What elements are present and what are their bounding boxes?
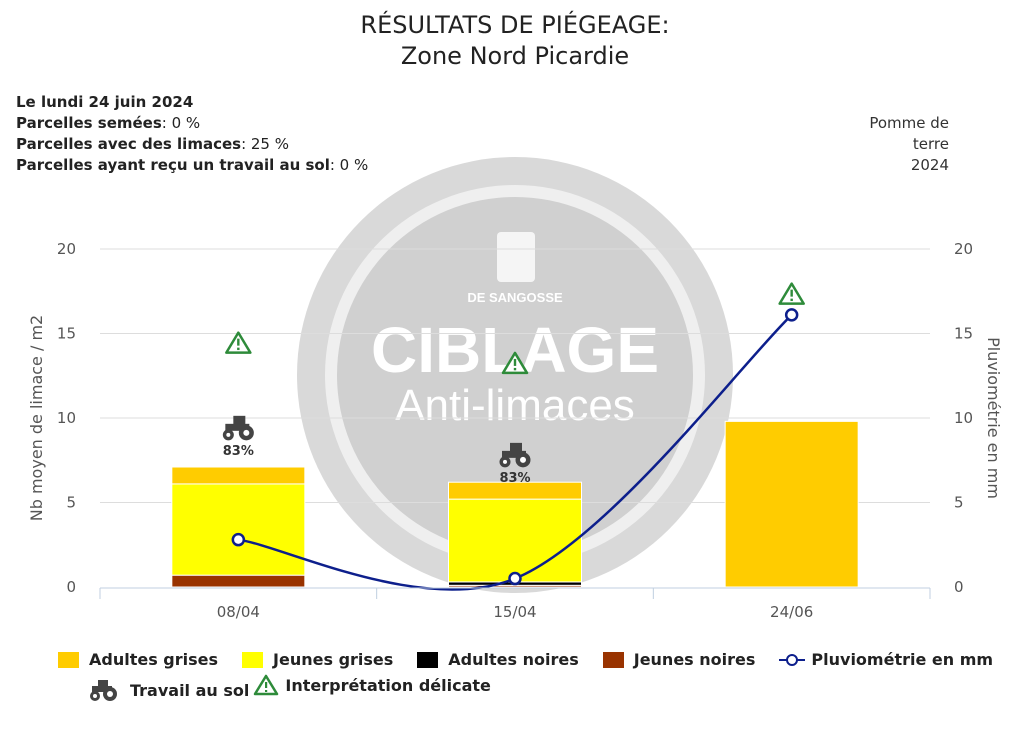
- y2-tick-label: 10: [954, 409, 973, 427]
- watermark-outer-disc: [297, 157, 733, 593]
- legend-row-2: Travail au sol Interprétation délicate: [88, 674, 515, 702]
- legend-swatch-jeunes-noires: [602, 651, 624, 668]
- crop-line1: Pomme de: [869, 114, 949, 132]
- bars: [171, 420, 859, 588]
- y-tick-label: 15: [57, 325, 76, 343]
- info-sown-label: Parcelles semées: [16, 114, 162, 132]
- legend-item-pluvio[interactable]: Pluviométrie en mm: [779, 650, 993, 669]
- legend-line-symbol: [779, 653, 806, 666]
- crop-line2: terre: [912, 135, 949, 153]
- chart-title-line2: Zone Nord Picardie: [400, 42, 630, 70]
- watermark-emblem: [497, 232, 535, 282]
- tractor-icon: [499, 442, 531, 468]
- y-tick-label: 0: [66, 578, 76, 596]
- warning-bar: [513, 358, 517, 366]
- bar-segment: [171, 574, 306, 588]
- pluvio-point: [231, 532, 246, 547]
- x-tick-label: 24/06: [770, 603, 813, 621]
- crop-block: Pomme de terre 2024: [869, 113, 949, 176]
- bar-segment: [448, 498, 582, 583]
- y-axis-label: Nb moyen de limace / m2: [27, 315, 46, 521]
- warning-bar: [237, 338, 240, 346]
- tractor-hub: [520, 456, 526, 463]
- tractor-body: [225, 423, 250, 431]
- watermark-brand: DE SANGOSSE: [467, 290, 563, 305]
- bar-segment: [724, 420, 859, 588]
- watermark-word2: Anti-limaces: [395, 381, 635, 430]
- info-sown-value: : 0 %: [161, 114, 201, 132]
- tractor-cab: [510, 442, 522, 452]
- watermark-word1: CIBLAGE: [371, 314, 659, 386]
- legend-swatch-jeunes-grises: [242, 651, 264, 668]
- y2-tick-label: 15: [954, 325, 973, 343]
- warning-icon: [778, 282, 805, 305]
- info-slugs-label: Parcelles avec des limaces: [16, 135, 242, 153]
- tractor-hub: [226, 432, 231, 437]
- tractor-icon: [222, 415, 254, 441]
- markers: 83% 83%: [222, 282, 805, 486]
- legend-item-interpretation[interactable]: Interprétation délicate: [253, 674, 491, 696]
- pluvio-point: [784, 308, 799, 322]
- crop-year: 2024: [910, 156, 949, 174]
- watermark-logo: DE SANGOSSE CIBLAGE Anti-limaces: [297, 157, 733, 593]
- legend-label: Travail au sol: [130, 680, 250, 700]
- info-slugs-value: : 25 %: [241, 135, 289, 153]
- bar-segment: [171, 483, 306, 576]
- y-tick-label: 5: [66, 494, 76, 512]
- y2-tick-label: 0: [954, 578, 964, 596]
- legend-item-travail[interactable]: Travail au sol: [88, 678, 249, 702]
- info-tillage-value: : 0 %: [329, 156, 369, 174]
- x-tick-label: 15/04: [493, 603, 536, 621]
- warning-icon: [225, 331, 252, 354]
- chart-title-line1: RÉSULTATS DE PIÉGEAGE:: [360, 11, 670, 39]
- bar-segment: [171, 466, 306, 485]
- warning-icon: [501, 351, 529, 375]
- legend-item-jeunes-noires[interactable]: Jeunes noires: [602, 650, 756, 669]
- tractor-hub: [503, 459, 507, 464]
- legend-label: Pluviométrie en mm: [811, 650, 994, 669]
- y-tick-label: 20: [57, 240, 76, 258]
- axes: 0 0 5 5 10 10 15 15 20 20 08/04 15/04 24/06: [57, 240, 973, 621]
- legend-item-jeunes-grises[interactable]: Jeunes grises: [242, 650, 393, 669]
- legend-label: Interprétation délicate: [285, 675, 491, 695]
- pluvio-line: [231, 308, 799, 591]
- pluvio-point: [508, 571, 522, 586]
- tractor-icon: [90, 680, 117, 701]
- warning-bar: [790, 289, 793, 297]
- warning-dot: [237, 347, 240, 351]
- watermark-ring: [325, 185, 705, 565]
- legend-item-adultes-noires[interactable]: Adultes noires: [417, 650, 579, 669]
- tractor-body: [502, 450, 526, 458]
- bar-segment: [448, 481, 582, 500]
- info-date: Le lundi 24 juin 2024: [16, 93, 194, 111]
- legend-item-adultes-grises[interactable]: Adultes grises: [58, 650, 218, 669]
- tractor-hub: [243, 429, 250, 436]
- legend-swatch-adultes-noires: [417, 651, 439, 668]
- info-tillage-label: Parcelles ayant reçu un travail au sol: [16, 156, 330, 174]
- y2-axis-label: Pluviométrie en mm: [984, 337, 1003, 499]
- y-tick-label: 10: [57, 409, 76, 427]
- warning-icon: [254, 674, 279, 696]
- warning-dot: [513, 367, 517, 371]
- legend-label: Adultes noires: [448, 650, 579, 669]
- x-tick-label: 08/04: [217, 603, 260, 621]
- tractor-cab: [233, 415, 246, 425]
- legend-label: Jeunes noires: [633, 650, 756, 669]
- legend-label: Jeunes grises: [273, 650, 394, 669]
- legend-row-1: Adultes grises Jeunes grises Adultes noi…: [58, 650, 1017, 669]
- tillage-label: 83%: [223, 444, 254, 459]
- info-block: Le lundi 24 juin 2024 Parcelles semées: …: [16, 92, 368, 176]
- legend-label: Adultes grises: [89, 650, 219, 669]
- tillage-label: 83%: [499, 471, 530, 486]
- y2-tick-label: 5: [954, 494, 964, 512]
- warning-dot: [790, 298, 793, 302]
- watermark-inner-disc: [337, 197, 693, 553]
- y2-tick-label: 20: [954, 240, 973, 258]
- legend-swatch-adultes-grises: [58, 651, 79, 668]
